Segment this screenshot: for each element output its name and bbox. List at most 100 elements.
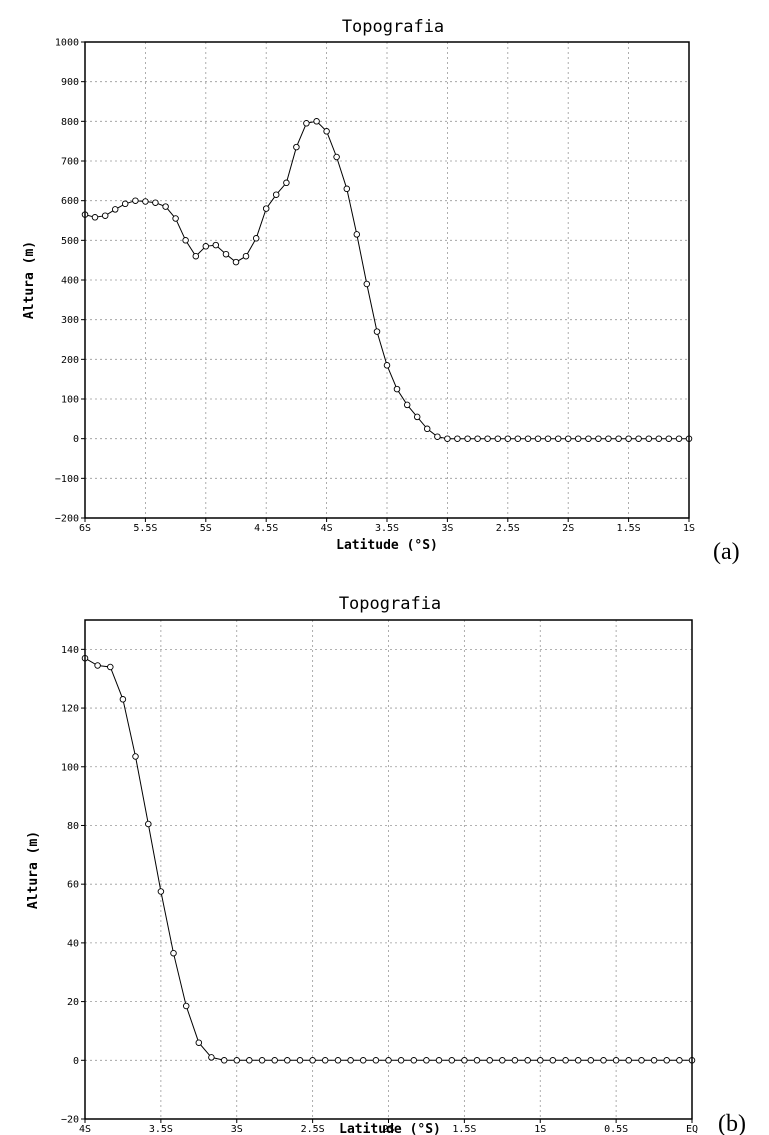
- data-point: [564, 435, 572, 442]
- data-point: [182, 1002, 190, 1010]
- data-point: [574, 435, 582, 442]
- data-point: [353, 231, 361, 238]
- data-point: [544, 435, 552, 442]
- data-point: [423, 425, 431, 433]
- data-point: [524, 1057, 531, 1064]
- data-point: [549, 1057, 557, 1064]
- data-point: [474, 435, 481, 442]
- data-point: [242, 252, 250, 260]
- data-point: [252, 235, 260, 242]
- data-point: [454, 435, 461, 442]
- x-tick-label: 3S: [231, 1124, 243, 1135]
- data-point: [504, 435, 512, 442]
- chart-b-series: [81, 654, 696, 1064]
- data-point: [645, 435, 653, 442]
- data-point: [232, 258, 240, 266]
- x-tick-label: 3.5S: [375, 523, 399, 534]
- y-tick-label: 40: [67, 938, 79, 949]
- data-point: [258, 1057, 266, 1064]
- y-tick-label: 100: [61, 762, 79, 773]
- data-point: [514, 435, 522, 442]
- y-tick-label: 20: [67, 997, 79, 1008]
- data-point: [343, 185, 351, 193]
- data-point: [675, 435, 683, 442]
- x-tick-label: 1S: [534, 1124, 546, 1135]
- y-tick-label: 400: [61, 276, 79, 287]
- data-point: [132, 197, 139, 204]
- data-point: [233, 1057, 241, 1064]
- x-tick-label: 4S: [321, 523, 333, 534]
- data-point: [246, 1057, 253, 1064]
- data-point: [373, 328, 381, 335]
- data-point: [650, 1057, 658, 1064]
- data-point: [132, 753, 139, 760]
- data-point: [383, 362, 391, 369]
- y-tick-label: 700: [61, 157, 79, 168]
- chart-b-grid: [85, 620, 692, 1119]
- data-point: [111, 206, 119, 213]
- chart-b-frame: [84, 619, 693, 1120]
- data-point: [615, 435, 622, 442]
- data-point: [293, 143, 300, 151]
- data-point: [170, 949, 177, 957]
- data-point: [625, 1057, 632, 1064]
- data-point: [192, 252, 200, 260]
- x-tick-label: 1.5S: [452, 1124, 476, 1135]
- chart-a-title: Topografia: [342, 17, 444, 37]
- chart-b-x-axis-label: Latitude (°S): [339, 1122, 441, 1135]
- data-point: [499, 1057, 506, 1064]
- data-point: [385, 1057, 392, 1064]
- data-point: [435, 1057, 443, 1064]
- data-point: [585, 435, 592, 442]
- data-point: [323, 128, 330, 135]
- data-point: [182, 237, 189, 244]
- y-tick-label: 800: [61, 117, 79, 128]
- data-point: [494, 435, 502, 442]
- y-tick-label: 80: [67, 821, 79, 832]
- chart-b-y-axis-label: Altura (m): [26, 831, 41, 909]
- data-point: [587, 1057, 595, 1064]
- data-point: [534, 435, 542, 442]
- data-point: [271, 1057, 278, 1064]
- chart-b-x-ticks: 4S 3.5S 3S 2.5S 2S 1.5S 1S 0.5S EQ: [79, 1119, 698, 1135]
- data-point: [372, 1057, 380, 1064]
- data-point: [157, 888, 165, 895]
- data-point: [152, 199, 159, 206]
- data-point: [612, 1057, 620, 1064]
- x-tick-label: 2S: [562, 523, 574, 534]
- data-point: [91, 214, 99, 221]
- chart-a-y-axis-label: Altura (m): [22, 241, 37, 319]
- chart-a-series: [81, 118, 693, 442]
- x-tick-label: 2S: [382, 1124, 394, 1135]
- data-point: [434, 433, 441, 440]
- data-point: [303, 120, 310, 127]
- y-tick-label: −20: [61, 1115, 79, 1126]
- data-point: [473, 1057, 481, 1064]
- data-point: [142, 198, 149, 205]
- chart-b-title: Topografia: [339, 594, 441, 614]
- data-point: [334, 1057, 342, 1064]
- x-tick-label: EQ: [686, 1124, 698, 1135]
- data-point: [347, 1057, 354, 1064]
- y-tick-label: 0: [73, 1056, 79, 1067]
- x-tick-label: 2.5S: [301, 1124, 325, 1135]
- data-point: [665, 435, 673, 442]
- x-tick-label: 3S: [441, 523, 453, 534]
- data-point: [600, 1057, 607, 1064]
- data-point: [524, 435, 532, 442]
- data-point: [321, 1057, 329, 1064]
- x-tick-label: 4S: [79, 1124, 91, 1135]
- data-point: [605, 435, 612, 442]
- y-tick-label: 60: [67, 880, 79, 891]
- data-point: [202, 243, 210, 250]
- y-tick-label: −100: [55, 474, 79, 485]
- data-point: [574, 1057, 582, 1064]
- data-point: [101, 212, 109, 219]
- data-point: [208, 1054, 215, 1061]
- data-point: [663, 1057, 670, 1064]
- data-point: [464, 435, 471, 442]
- data-point: [625, 435, 632, 442]
- data-point: [283, 179, 290, 187]
- x-tick-label: 5S: [200, 523, 212, 534]
- data-point: [676, 1057, 683, 1064]
